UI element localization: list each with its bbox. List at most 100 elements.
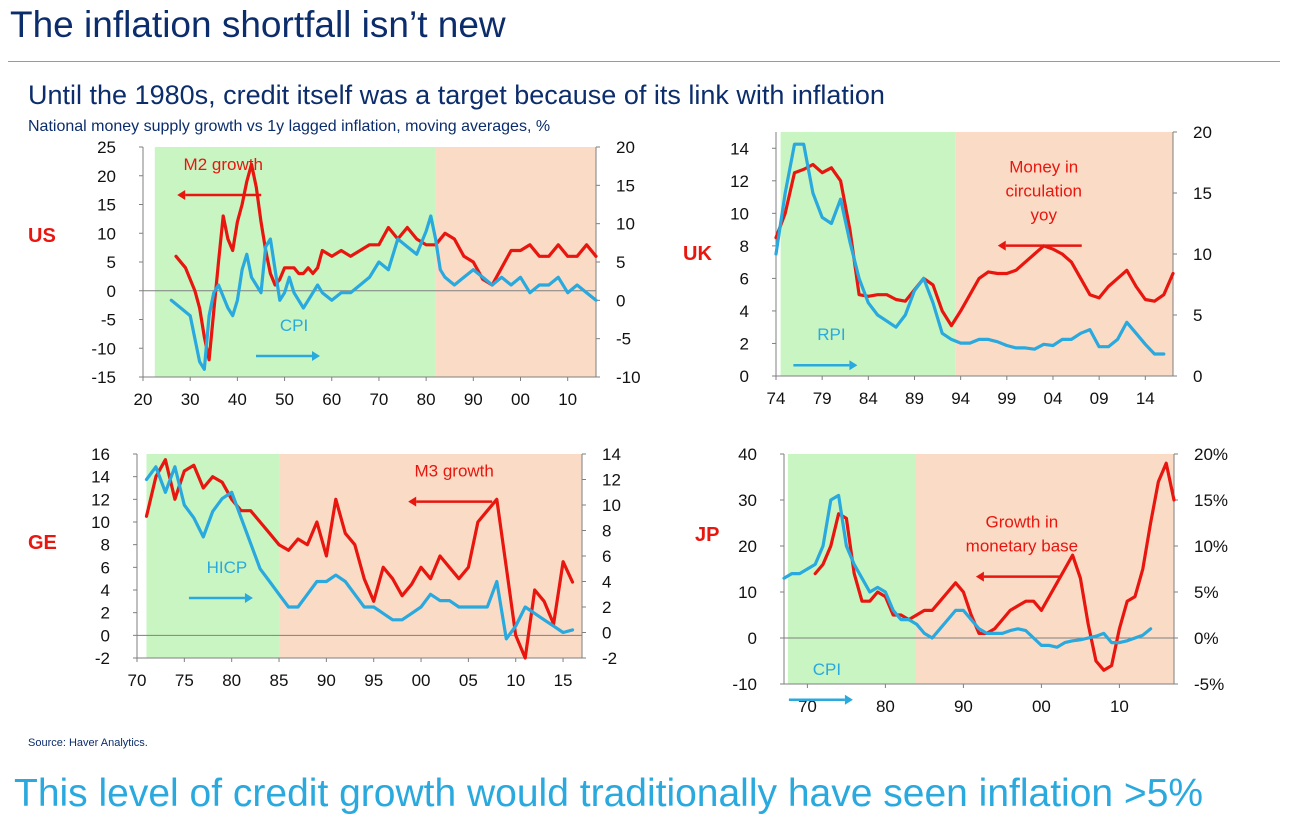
jp-annotation-arrowhead — [975, 571, 984, 582]
ge-xtick-label: 00 — [412, 671, 431, 690]
uk-xtick-label: 94 — [951, 389, 970, 408]
ge-xtick-label: 90 — [317, 671, 336, 690]
uk-ytick-left-label: 4 — [740, 302, 749, 321]
us-ytick-left-label: 20 — [97, 167, 116, 186]
ge-country-label: GE — [28, 532, 57, 554]
uk-annotation-line: yoy — [1031, 206, 1058, 225]
uk-xtick-label: 74 — [767, 389, 786, 408]
us-xtick-label: 90 — [464, 390, 483, 409]
us-ytick-left-label: 10 — [97, 224, 116, 243]
us-country-label: US — [28, 225, 56, 247]
ge-ytick-left-label: 10 — [91, 513, 110, 532]
chart-description: National money supply growth vs 1y lagge… — [28, 118, 551, 135]
ge-xtick-label: 75 — [175, 671, 194, 690]
uk-ytick-left-label: 8 — [740, 237, 749, 256]
jp-ytick-right-label: 15% — [1194, 491, 1228, 510]
uk-ytick-right-label: 5 — [1193, 306, 1202, 325]
uk-ytick-left-label: 12 — [730, 172, 749, 191]
jp-annotation-arrowhead — [844, 694, 853, 705]
us-ytick-right-label: 20 — [616, 138, 635, 157]
ge-ytick-left-label: 16 — [91, 445, 110, 464]
jp-shading-orange — [915, 454, 1174, 684]
source-note: Source: Haver Analytics. — [28, 737, 148, 749]
ge-ytick-right-label: 4 — [602, 573, 611, 592]
uk-xtick-label: 14 — [1136, 389, 1155, 408]
us-series-red — [174, 162, 598, 362]
ge-annotation-arrowhead — [244, 593, 253, 603]
us-ytick-left-label: -5 — [101, 311, 116, 330]
ge-ytick-right-label: 6 — [602, 547, 611, 566]
us-xtick-label: 40 — [228, 390, 247, 409]
ge-ytick-left-label: 0 — [101, 626, 110, 645]
ge-ytick-right-label: 0 — [602, 624, 611, 643]
takeaway-text: This level of credit growth would tradit… — [14, 772, 1204, 815]
ge-xtick-label: 10 — [506, 671, 525, 690]
jp-xtick-label: 70 — [798, 697, 817, 716]
ge-xtick-label: 15 — [554, 671, 573, 690]
us-ytick-left-label: 5 — [107, 253, 116, 272]
us-shading-green — [154, 147, 436, 377]
ge-xtick-label: 85 — [270, 671, 289, 690]
us-xtick-label: 20 — [134, 390, 153, 409]
ge-ytick-right-label: 14 — [602, 445, 621, 464]
jp-xtick-label: 00 — [1032, 697, 1051, 716]
jp-xtick-label: 90 — [954, 697, 973, 716]
ge-ytick-left-label: 14 — [91, 468, 110, 487]
jp-series-blue — [782, 493, 1153, 649]
ge-annotation-arrowhead — [408, 496, 417, 507]
uk-xtick-label: 04 — [1044, 389, 1063, 408]
uk-ytick-left-label: 0 — [740, 367, 749, 386]
jp-xtick-label: 10 — [1110, 697, 1129, 716]
uk-ytick-right-label: 0 — [1193, 367, 1202, 386]
us-ytick-left-label: -15 — [91, 368, 116, 387]
ge-xtick-label: 80 — [222, 671, 241, 690]
us-ytick-right-label: 10 — [616, 215, 635, 234]
jp-annotation-line: Growth in — [986, 513, 1059, 532]
us-shading-orange — [435, 147, 596, 377]
uk-ytick-right-label: 20 — [1193, 123, 1212, 142]
ge-chart: 16 14 12 10 8 6 4 2 0 -2 14 12 10 8 6 4 2 0 -2 70 75 80 85 90 95… — [28, 445, 621, 690]
us-ytick-left-label: 25 — [97, 138, 116, 157]
jp-annotation-1: CPI — [813, 660, 841, 679]
jp-ytick-left-label: 20 — [738, 537, 757, 556]
uk-xtick-label: 99 — [997, 389, 1016, 408]
ge-ytick-right-label: -2 — [602, 649, 617, 668]
ge-ytick-right-label: 10 — [602, 496, 621, 515]
uk-series-red — [774, 162, 1175, 328]
uk-annotation-arrowhead — [997, 240, 1006, 251]
jp-ytick-left-label: 0 — [748, 629, 757, 648]
jp-ytick-left-label: -10 — [732, 675, 757, 694]
us-annotation-arrowhead — [177, 190, 186, 200]
uk-annotation-arrowhead — [849, 360, 858, 371]
jp-xtick-label: 80 — [876, 697, 895, 716]
ge-series-red — [144, 458, 575, 660]
us-ytick-right-label: 0 — [616, 291, 625, 310]
us-annotation-arrowhead — [312, 351, 320, 361]
ge-ytick-left-label: -2 — [95, 649, 110, 668]
uk-annotation-line: Money in — [1009, 158, 1078, 177]
uk-ytick-left-label: 6 — [740, 269, 749, 288]
ge-ytick-left-label: 8 — [101, 536, 110, 555]
us-ytick-right-label: -10 — [616, 368, 641, 387]
uk-country-label: UK — [683, 243, 712, 265]
slide-title: The inflation shortfall isn’t new — [10, 4, 506, 45]
ge-ytick-left-label: 4 — [101, 581, 110, 600]
us-ytick-right-label: -5 — [616, 330, 631, 349]
us-ytick-right-label: 5 — [616, 253, 625, 272]
ge-shading-orange — [279, 454, 582, 658]
ge-annotation-1: HICP — [207, 558, 248, 577]
uk-xtick-label: 79 — [813, 389, 832, 408]
us-xtick-label: 70 — [369, 390, 388, 409]
jp-ytick-right-label: 5% — [1194, 583, 1219, 602]
jp-ytick-right-label: -5% — [1194, 675, 1224, 694]
ge-xtick-label: 95 — [364, 671, 383, 690]
title-divider — [8, 61, 1280, 62]
jp-annotation-0: Growth in monetary base — [966, 513, 1078, 556]
us-xtick-label: 60 — [322, 390, 341, 409]
jp-ytick-right-label: 0% — [1194, 629, 1219, 648]
us-annotation-0: M2 growth — [184, 155, 263, 174]
uk-xtick-label: 09 — [1090, 389, 1109, 408]
uk-xtick-label: 89 — [905, 389, 924, 408]
uk-ytick-left-label: 2 — [740, 334, 749, 353]
